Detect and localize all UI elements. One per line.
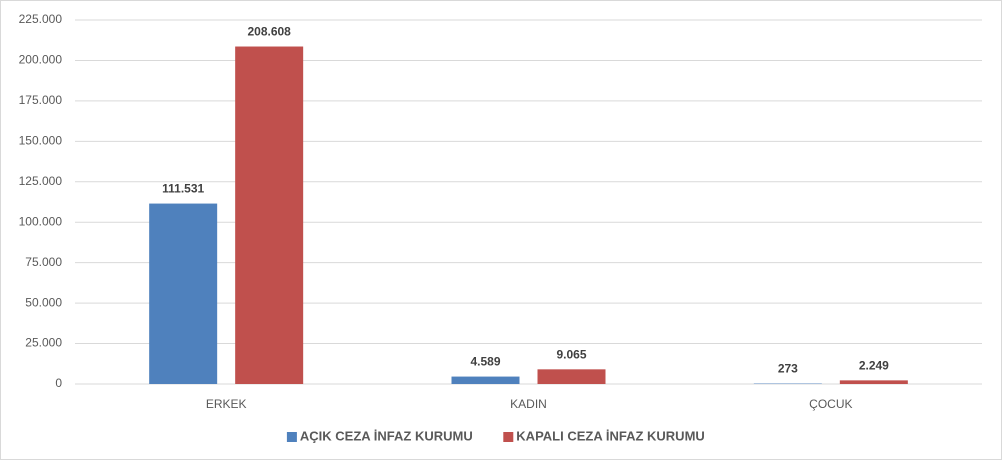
value-label: 273 [778, 362, 798, 376]
bar [149, 203, 218, 384]
y-tick-label: 125.000 [19, 174, 63, 188]
value-label: 111.531 [162, 182, 204, 196]
value-label: 9.065 [556, 348, 586, 362]
value-label: 2.249 [859, 359, 889, 373]
legend-swatch [286, 432, 297, 442]
x-tick-label: ERKEK [206, 397, 247, 411]
y-tick-label: 100.000 [19, 214, 63, 228]
y-tick-label: 175.000 [19, 93, 63, 107]
y-tick-label: 25.000 [25, 336, 62, 350]
value-label: 208.608 [247, 25, 291, 39]
y-tick-label: 50.000 [25, 295, 62, 309]
y-tick-label: 75.000 [25, 255, 62, 269]
legend-swatch [503, 432, 514, 442]
y-tick-label: 225.000 [19, 12, 63, 26]
y-tick-label: 150.000 [19, 134, 63, 148]
bar [235, 46, 304, 384]
y-tick-label: 200.000 [19, 53, 63, 67]
x-tick-label: KADIN [510, 397, 547, 411]
y-tick-label: 0 [55, 376, 62, 390]
legend-label: AÇIK CEZA İNFAZ KURUMU [300, 428, 473, 443]
bar [839, 380, 908, 384]
bar [451, 376, 520, 384]
value-label: 4.589 [470, 355, 500, 369]
legend-label: KAPALI CEZA İNFAZ KURUMU [516, 428, 705, 443]
x-tick-label: ÇOCUK [809, 397, 852, 411]
bar [537, 369, 606, 384]
